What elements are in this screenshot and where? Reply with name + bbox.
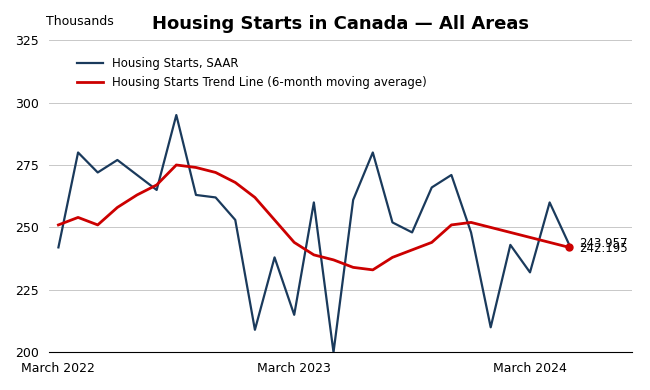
Housing Starts Trend Line (6-month moving average) — [172, 163, 180, 167]
Housing Starts Trend Line (6-month moving average) — [349, 265, 357, 270]
Housing Starts Trend Line (6-month moving average) — [526, 235, 534, 240]
Text: Thousands: Thousands — [46, 14, 114, 28]
Housing Starts Trend Line (6-month moving average) — [408, 248, 416, 252]
Housing Starts, SAAR — [231, 218, 239, 222]
Housing Starts, SAAR — [566, 243, 573, 247]
Housing Starts Trend Line (6-month moving average) — [566, 245, 573, 250]
Housing Starts, SAAR — [133, 173, 141, 177]
Housing Starts, SAAR — [94, 170, 101, 175]
Housing Starts, SAAR — [172, 113, 180, 117]
Housing Starts Trend Line (6-month moving average) — [428, 240, 436, 245]
Housing Starts, SAAR — [546, 200, 554, 205]
Title: Housing Starts in Canada — All Areas: Housing Starts in Canada — All Areas — [152, 15, 529, 33]
Housing Starts, SAAR — [447, 173, 455, 177]
Housing Starts Trend Line (6-month moving average) — [506, 230, 514, 235]
Housing Starts Trend Line (6-month moving average) — [270, 218, 278, 222]
Housing Starts, SAAR — [251, 328, 259, 332]
Housing Starts Trend Line (6-month moving average) — [55, 223, 62, 227]
Housing Starts Trend Line (6-month moving average) — [153, 183, 161, 187]
Housing Starts Trend Line (6-month moving average) — [487, 225, 495, 230]
Housing Starts Trend Line (6-month moving average) — [389, 255, 396, 260]
Line: Housing Starts, SAAR: Housing Starts, SAAR — [58, 115, 569, 352]
Housing Starts, SAAR — [291, 312, 298, 317]
Housing Starts, SAAR — [74, 150, 82, 155]
Housing Starts Trend Line (6-month moving average) — [546, 240, 554, 245]
Housing Starts, SAAR — [270, 255, 278, 260]
Housing Starts, SAAR — [349, 198, 357, 202]
Housing Starts, SAAR — [310, 200, 318, 205]
Housing Starts Trend Line (6-month moving average) — [330, 257, 337, 262]
Housing Starts Trend Line (6-month moving average) — [310, 253, 318, 257]
Housing Starts, SAAR — [55, 245, 62, 250]
Housing Starts Trend Line (6-month moving average) — [251, 195, 259, 200]
Housing Starts, SAAR — [330, 350, 337, 355]
Housing Starts, SAAR — [487, 325, 495, 330]
Housing Starts, SAAR — [408, 230, 416, 235]
Housing Starts, SAAR — [192, 193, 200, 197]
Housing Starts, SAAR — [467, 230, 475, 235]
Housing Starts Trend Line (6-month moving average) — [467, 220, 475, 225]
Line: Housing Starts Trend Line (6-month moving average): Housing Starts Trend Line (6-month movin… — [58, 165, 569, 270]
Housing Starts, SAAR — [428, 185, 436, 190]
Housing Starts Trend Line (6-month moving average) — [369, 268, 377, 272]
Housing Starts Trend Line (6-month moving average) — [447, 223, 455, 227]
Housing Starts, SAAR — [389, 220, 396, 225]
Housing Starts Trend Line (6-month moving average) — [114, 205, 122, 210]
Housing Starts Trend Line (6-month moving average) — [94, 223, 101, 227]
Housing Starts, SAAR — [526, 270, 534, 275]
Housing Starts Trend Line (6-month moving average) — [74, 215, 82, 220]
Housing Starts, SAAR — [153, 188, 161, 192]
Housing Starts Trend Line (6-month moving average) — [291, 240, 298, 245]
Housing Starts Trend Line (6-month moving average) — [192, 165, 200, 170]
Housing Starts Trend Line (6-month moving average) — [231, 180, 239, 185]
Legend: Housing Starts, SAAR, Housing Starts Trend Line (6-month moving average): Housing Starts, SAAR, Housing Starts Tre… — [72, 52, 432, 94]
Housing Starts Trend Line (6-month moving average) — [133, 193, 141, 197]
Housing Starts, SAAR — [114, 158, 122, 162]
Housing Starts, SAAR — [212, 195, 220, 200]
Housing Starts, SAAR — [506, 243, 514, 247]
Housing Starts Trend Line (6-month moving average) — [212, 170, 220, 175]
Text: 242.195: 242.195 — [579, 242, 628, 255]
Housing Starts, SAAR — [369, 150, 377, 155]
Text: 243.957: 243.957 — [579, 237, 628, 250]
